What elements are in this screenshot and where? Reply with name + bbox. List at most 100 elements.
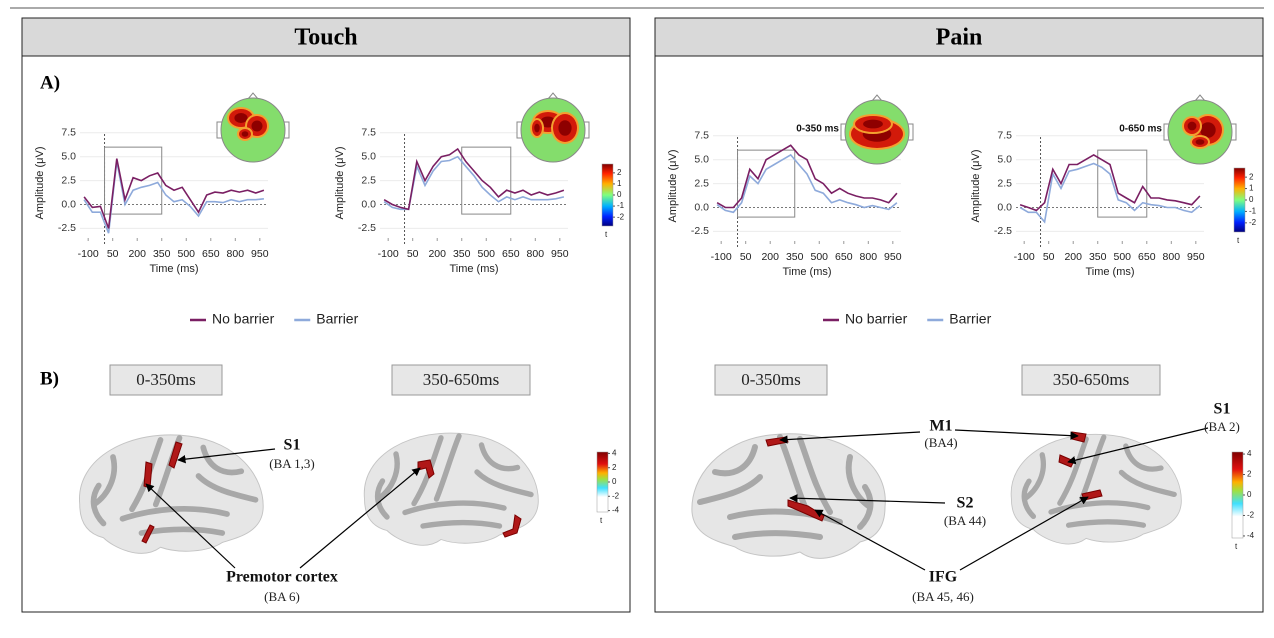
x-tick-label: 50 <box>407 248 419 260</box>
y-tick-label: 5.0 <box>361 150 376 162</box>
y-axis-label: Amplitude (μV) <box>334 147 346 220</box>
legend-label: Barrier <box>316 311 358 327</box>
brain <box>692 434 885 559</box>
x-tick-label: 950 <box>884 251 902 263</box>
y-tick-label: 0.0 <box>361 198 376 210</box>
annotation-sublabel: (BA 6) <box>264 589 300 604</box>
x-tick-label: 200 <box>128 248 146 260</box>
x-tick-label: -100 <box>711 251 732 263</box>
topomap <box>841 95 913 164</box>
colorbar <box>602 164 613 226</box>
x-tick-label: 650 <box>502 248 520 260</box>
y-tick-label: -2.5 <box>691 225 709 237</box>
x-tick-label: 350 <box>453 248 471 260</box>
colorbar-tick-label: -2 <box>1249 218 1257 227</box>
x-axis-label: Time (ms) <box>782 266 831 278</box>
annotation-sublabel: (BA 45, 46) <box>912 589 974 604</box>
legend-label: No barrier <box>845 311 908 327</box>
y-tick-label: -2.5 <box>58 222 76 234</box>
colorbar-tick-label: 1 <box>1249 184 1254 193</box>
colorbar <box>1234 168 1245 232</box>
annotation-label: Premotor cortex <box>226 569 338 586</box>
topomap-blob <box>252 121 263 132</box>
x-tick-label: 200 <box>1064 251 1082 263</box>
colorbar-tick-label: 0 <box>1247 490 1252 499</box>
x-tick-label: 50 <box>740 251 752 263</box>
annotation-label: S2 <box>957 495 974 512</box>
x-tick-label: 950 <box>251 248 269 260</box>
window-label: 0-350ms <box>741 370 801 389</box>
window-label: 0-350ms <box>136 370 196 389</box>
x-tick-label: 950 <box>1187 251 1205 263</box>
topomap-label: 0-650 ms <box>1119 124 1162 135</box>
y-axis-label: Amplitude (μV) <box>34 147 46 220</box>
x-tick-label: -100 <box>378 248 399 260</box>
x-tick-label: 200 <box>761 251 779 263</box>
colorbar-label: t <box>605 230 608 239</box>
y-tick-label: 5.0 <box>61 150 76 162</box>
colorbar-tick-label: -4 <box>1247 531 1255 540</box>
colorbar-tick-label: 4 <box>1247 449 1252 458</box>
y-tick-label: 0.0 <box>61 198 76 210</box>
x-tick-label: 50 <box>1043 251 1055 263</box>
x-tick-label: 950 <box>551 248 569 260</box>
series-line <box>384 157 564 210</box>
x-tick-label: 650 <box>202 248 220 260</box>
legend-label: No barrier <box>212 311 275 327</box>
y-tick-label: 2.5 <box>361 174 376 186</box>
x-tick-label: 500 <box>477 248 495 260</box>
y-tick-label: -2.5 <box>358 222 376 234</box>
brain <box>79 435 263 553</box>
y-tick-label: 7.5 <box>997 130 1012 142</box>
colorbar-tick-label: 0 <box>1249 195 1254 204</box>
panel-label: A) <box>40 72 60 93</box>
colorbar-tick-label: 2 <box>612 463 617 472</box>
y-tick-label: 2.5 <box>61 174 76 186</box>
brain <box>1011 434 1181 544</box>
colorbar-tick-label: 1 <box>617 179 622 188</box>
figure: Touch Pain A) B) 7.55.02.50.0-2.5-100502… <box>0 0 1274 633</box>
x-axis-label: Time (ms) <box>149 263 198 275</box>
topomap <box>1164 95 1236 164</box>
topomap-label: 0-350 ms <box>796 124 839 135</box>
colorbar-tick-label: 2 <box>1247 470 1252 479</box>
x-tick-label: 200 <box>428 248 446 260</box>
y-axis-label: Amplitude (μV) <box>667 150 679 223</box>
colorbar-tick-label: 0 <box>612 477 617 486</box>
annotation-label: S1 <box>284 437 301 454</box>
window-label: 350-650ms <box>423 370 500 389</box>
x-tick-label: -100 <box>1014 251 1035 263</box>
colorbar-tick-label: 4 <box>612 449 617 458</box>
annotation-label: IFG <box>929 569 958 586</box>
x-tick-label: 800 <box>227 248 245 260</box>
y-tick-label: 5.0 <box>997 153 1012 165</box>
topomap <box>517 93 589 162</box>
x-tick-label: 350 <box>1089 251 1107 263</box>
topomap <box>217 93 289 162</box>
y-tick-label: 2.5 <box>694 177 709 189</box>
series-line <box>1020 155 1200 211</box>
annotation-label: S1 <box>1214 401 1231 418</box>
panel-title: Touch <box>294 25 357 51</box>
legend-label: Barrier <box>949 311 991 327</box>
topomap-blob <box>558 120 571 135</box>
topomap-blob <box>234 113 247 123</box>
y-tick-label: 0.0 <box>997 201 1012 213</box>
x-tick-label: 800 <box>527 248 545 260</box>
y-tick-label: 2.5 <box>997 177 1012 189</box>
topomap-blob <box>534 124 540 133</box>
series-line <box>84 162 264 234</box>
x-axis-label: Time (ms) <box>449 263 498 275</box>
panel-label: B) <box>40 368 59 389</box>
topomap-blob <box>242 131 249 137</box>
x-tick-label: 500 <box>1113 251 1131 263</box>
x-tick-label: 650 <box>835 251 853 263</box>
y-axis-label: Amplitude (μV) <box>970 150 982 223</box>
colorbar-tick-label: -2 <box>1247 511 1255 520</box>
topomap-blob <box>1188 122 1197 131</box>
x-axis-label: Time (ms) <box>1085 266 1134 278</box>
colorbar-label: t <box>1237 236 1240 245</box>
y-tick-label: 7.5 <box>694 130 709 142</box>
annotation-sublabel: (BA 1,3) <box>269 456 315 471</box>
colorbar-label: t <box>600 516 603 525</box>
